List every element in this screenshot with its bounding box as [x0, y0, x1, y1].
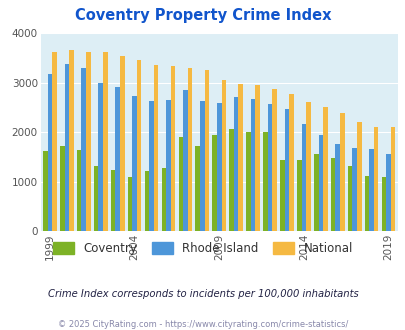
Bar: [313, 154, 318, 231]
Bar: [347, 166, 352, 231]
Bar: [195, 146, 200, 231]
Bar: [115, 87, 119, 231]
Bar: [369, 149, 373, 231]
Bar: [212, 135, 216, 231]
Bar: [364, 176, 369, 231]
Bar: [69, 50, 74, 231]
Bar: [279, 160, 284, 231]
Bar: [166, 100, 171, 231]
Bar: [136, 60, 141, 231]
Bar: [43, 151, 47, 231]
Bar: [246, 132, 250, 231]
Bar: [132, 96, 136, 231]
Bar: [301, 124, 305, 231]
Bar: [216, 103, 221, 231]
Bar: [272, 89, 276, 231]
Bar: [52, 52, 57, 231]
Bar: [385, 154, 390, 231]
Bar: [255, 85, 259, 231]
Bar: [149, 101, 153, 231]
Bar: [250, 99, 255, 231]
Bar: [178, 138, 183, 231]
Bar: [233, 97, 238, 231]
Bar: [339, 113, 344, 231]
Bar: [356, 122, 361, 231]
Bar: [119, 56, 124, 231]
Bar: [81, 68, 86, 231]
Bar: [284, 109, 288, 231]
Bar: [229, 129, 233, 231]
Bar: [305, 102, 310, 231]
Bar: [187, 68, 192, 231]
Bar: [161, 168, 166, 231]
Bar: [144, 171, 149, 231]
Bar: [111, 170, 115, 231]
Text: Crime Index corresponds to incidents per 100,000 inhabitants: Crime Index corresponds to incidents per…: [47, 289, 358, 299]
Bar: [98, 82, 103, 231]
Bar: [267, 104, 272, 231]
Bar: [200, 101, 204, 231]
Bar: [204, 70, 209, 231]
Bar: [47, 74, 52, 231]
Bar: [64, 64, 69, 231]
Bar: [86, 52, 90, 231]
Bar: [381, 177, 385, 231]
Bar: [322, 107, 327, 231]
Bar: [60, 146, 64, 231]
Bar: [352, 148, 356, 231]
Bar: [296, 160, 301, 231]
Bar: [128, 177, 132, 231]
Legend: Coventry, Rhode Island, National: Coventry, Rhode Island, National: [48, 237, 357, 260]
Bar: [390, 127, 394, 231]
Text: © 2025 CityRating.com - https://www.cityrating.com/crime-statistics/: © 2025 CityRating.com - https://www.city…: [58, 320, 347, 329]
Bar: [94, 166, 98, 231]
Bar: [288, 94, 293, 231]
Bar: [221, 80, 226, 231]
Bar: [373, 127, 377, 231]
Bar: [238, 84, 243, 231]
Bar: [318, 135, 322, 231]
Bar: [330, 158, 335, 231]
Bar: [335, 144, 339, 231]
Bar: [183, 90, 187, 231]
Bar: [77, 150, 81, 231]
Text: Coventry Property Crime Index: Coventry Property Crime Index: [75, 8, 330, 23]
Bar: [262, 132, 267, 231]
Bar: [153, 65, 158, 231]
Bar: [103, 52, 107, 231]
Bar: [171, 66, 175, 231]
